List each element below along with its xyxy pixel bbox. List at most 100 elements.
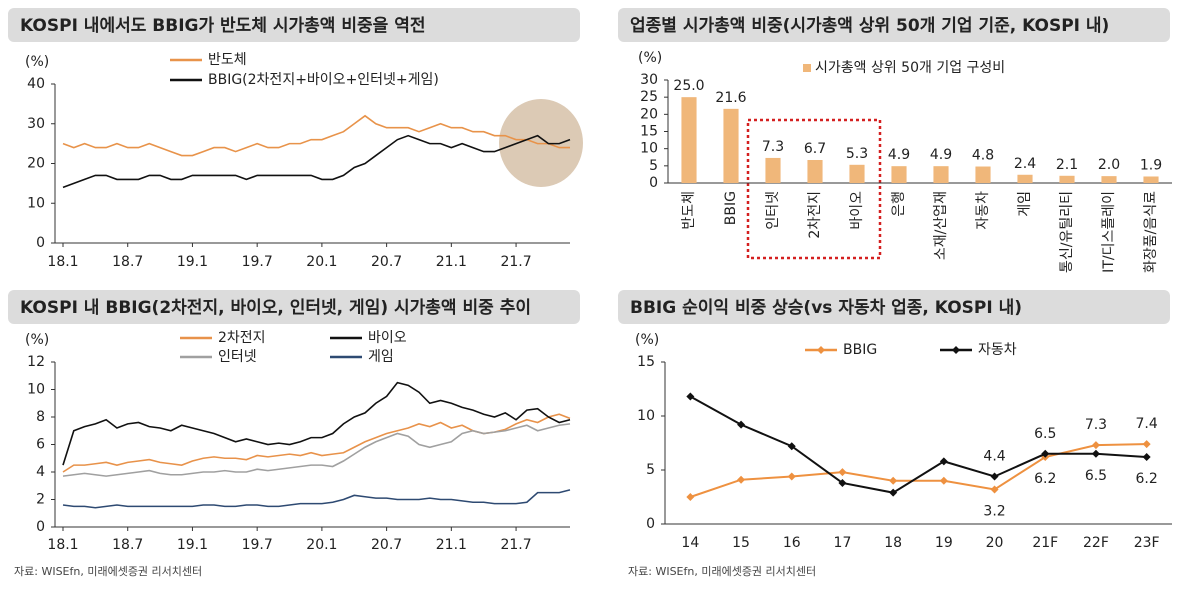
x-tick-label: IT/디스플레이 [1101,191,1117,273]
marker [686,493,695,501]
value-label: 7.4 [1136,416,1158,432]
y-unit: (%) [25,332,49,348]
legend-marker [817,346,825,354]
marker [990,485,999,494]
bar [1017,174,1033,183]
value-label: 4.4 [983,448,1005,464]
x-tick-label: 22F [1083,535,1109,551]
legend-label: 2차전지 [218,330,266,346]
source-note: 자료: WISEfn, 미래에셋증권 리서치센터 [628,565,816,578]
marker [889,488,898,497]
legend-label: 자동차 [978,342,1017,358]
x-tick-label: 2차전지 [807,191,823,239]
x-tick-label: 인터넷 [765,191,781,230]
bar [1059,175,1075,183]
y-tick-label: 4 [36,464,45,480]
y-tick-label: 6 [36,437,45,453]
marker [990,472,999,481]
legend-label: BBIG [843,342,877,358]
y-tick-label: 30 [27,116,45,132]
marker [838,478,847,487]
value-label: 3.2 [983,503,1005,519]
y-tick-label: 0 [36,235,45,251]
legend-marker [952,346,960,354]
x-tick-label: 21.1 [436,537,467,553]
line [690,443,1147,498]
y-tick-label: 20 [640,106,658,122]
marker [787,472,796,481]
bar [975,166,991,183]
bar [1143,176,1159,183]
line [62,489,571,509]
bar [807,159,823,183]
legend-label: 인터넷 [218,349,257,365]
y-tick-label: 8 [36,409,45,425]
chart-title: BBIG 순이익 비중 상승(vs 자동차 업종, KOSPI 내) [630,298,1022,318]
value-label: 2.1 [1056,157,1078,173]
value-label: 25.0 [673,78,704,94]
x-tick-label: 21.1 [436,254,467,270]
value-label: 4.8 [972,148,994,164]
legend-label: BBIG(2차전지+바이오+인터넷+게임) [208,72,439,88]
value-label: 2.0 [1098,157,1120,173]
y-tick-label: 15 [637,354,655,370]
y-tick-label: 10 [640,141,658,157]
x-tick-label: 18.7 [112,254,143,270]
x-tick-label: 소재/산업재 [933,191,949,260]
x-tick-label: 19.7 [242,254,273,270]
bar [765,157,781,183]
legend-label: 바이오 [368,330,407,346]
x-tick-label: 19.1 [177,537,208,553]
x-tick-label: 21.7 [500,537,531,553]
marker [1041,449,1050,458]
x-tick-label: 20.1 [306,254,337,270]
marker [737,475,746,484]
x-tick-label: 반도체 [681,191,697,230]
x-tick-label: 18.1 [47,537,78,553]
value-label: 4.9 [888,147,910,163]
y-unit: (%) [25,54,49,70]
chart-title: KOSPI 내에서도 BBIG가 반도체 시가총액 비중을 역전 [20,16,425,36]
value-label: 7.3 [762,139,784,155]
y-tick-label: 5 [646,462,655,478]
value-label: 5.3 [846,146,868,162]
value-label: 4.9 [930,147,952,163]
marker [889,476,898,485]
y-tick-label: 0 [36,519,45,535]
bar [723,108,739,183]
bar [933,166,949,183]
value-label: 1.9 [1140,157,1162,173]
marker [787,442,796,451]
marker [939,457,948,466]
x-tick-label: 18.7 [112,537,143,553]
x-tick-label: 19.7 [242,537,273,553]
title-bar [618,290,1170,324]
x-tick-label: 바이오 [849,191,865,230]
y-tick-label: 40 [27,76,45,92]
value-label: 21.6 [715,90,746,106]
x-tick-label: 19.1 [177,254,208,270]
y-tick-label: 20 [27,156,45,172]
value-label: 7.3 [1085,417,1107,433]
value-label: 6.5 [1085,468,1107,484]
bar [1101,176,1117,183]
y-unit: (%) [635,332,659,348]
x-tick-label: 20.7 [371,537,402,553]
x-tick-label: 17 [834,535,852,551]
marker [838,468,847,477]
y-tick-label: 2 [36,492,45,508]
x-tick-label: 21.7 [500,254,531,270]
x-tick-label: 자동차 [975,191,991,230]
value-label: 6.7 [804,141,826,157]
marker [1142,440,1151,449]
line [62,134,571,189]
legend-label: 반도체 [208,52,247,68]
x-tick-label: 15 [732,535,750,551]
x-tick-label: 20.1 [306,537,337,553]
y-tick-label: 10 [27,195,45,211]
value-label: 6.2 [1136,471,1158,487]
highlight-box [746,118,882,260]
marker [737,420,746,429]
chart-title: KOSPI 내 BBIG(2차전지, 바이오, 인터넷, 게임) 시가총액 비중… [20,297,531,318]
